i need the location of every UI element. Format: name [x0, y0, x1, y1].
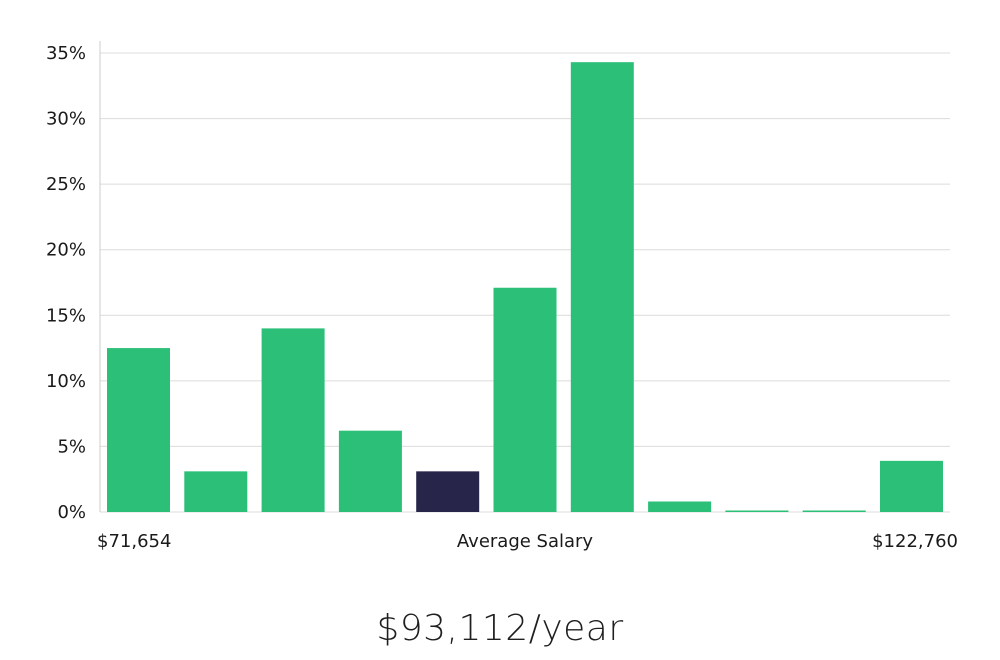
y-tick-label: 15% — [46, 305, 86, 326]
bar — [184, 471, 248, 512]
y-tick-label: 20% — [46, 240, 86, 261]
y-tick-label: 30% — [46, 109, 86, 130]
salary-distribution-chart: 0% 5% 10% 15% 20% 25% 30% 35% $71,654 Average S… — [46, 41, 958, 552]
bar — [570, 62, 634, 513]
x-axis-title: Average Salary — [457, 531, 594, 552]
y-tick-label: 5% — [57, 436, 86, 457]
x-axis-labels: $71,654 Average Salary $122,760 — [97, 531, 958, 552]
bar — [261, 328, 325, 512]
bar — [802, 510, 866, 512]
bar — [648, 501, 712, 512]
bar — [880, 460, 943, 512]
y-tick-label: 10% — [46, 371, 86, 392]
bar — [107, 348, 170, 512]
bar — [725, 510, 789, 512]
x-max-label: $122,760 — [872, 531, 958, 552]
chart-bars — [107, 62, 943, 513]
y-axis-ticks: 0% 5% 10% 15% 20% 25% 30% 35% — [46, 43, 86, 523]
bar-highlight — [416, 471, 480, 512]
bar — [493, 287, 557, 512]
y-tick-label: 35% — [46, 43, 86, 64]
y-tick-label: 0% — [57, 502, 86, 523]
x-min-label: $71,654 — [97, 531, 171, 552]
bar — [338, 430, 402, 512]
y-tick-label: 25% — [46, 174, 86, 195]
average-salary-value: $93,112/year — [376, 608, 624, 649]
